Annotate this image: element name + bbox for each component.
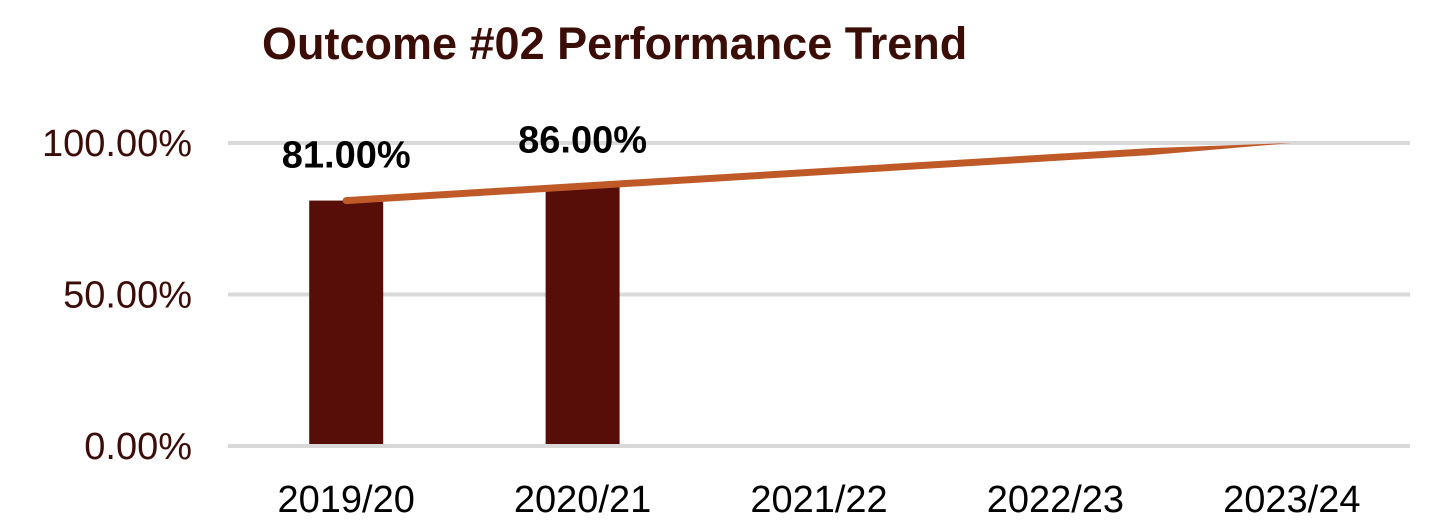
gridline-0.00% <box>228 444 1410 448</box>
x-axis-tick-label: 2021/22 <box>750 479 887 521</box>
x-axis-tick-label: 2023/24 <box>1223 479 1360 521</box>
y-axis-tick-label: 50.00% <box>63 275 192 317</box>
gridline-100.00% <box>228 141 1410 145</box>
chart-title: Outcome #02 Performance Trend <box>262 18 968 69</box>
gridline-50.00% <box>228 292 1410 297</box>
x-axis-tick-label: 2019/20 <box>278 479 415 521</box>
x-axis-tick-label: 2022/23 <box>987 479 1124 521</box>
x-axis-tick-label: 2020/21 <box>514 479 651 521</box>
bar-2020/21 <box>545 185 620 445</box>
bar-2019/20 <box>309 200 384 444</box>
bar-data-label: 86.00% <box>518 119 647 161</box>
bar-data-label: 81.00% <box>282 135 411 177</box>
y-axis-tick-label: 100.00% <box>42 123 192 165</box>
y-axis-tick-label: 0.00% <box>84 426 192 468</box>
trend-line <box>345 143 1292 205</box>
